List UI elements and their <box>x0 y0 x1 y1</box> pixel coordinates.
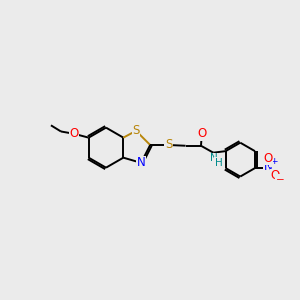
Text: N: N <box>210 153 218 163</box>
Text: O: O <box>197 127 206 140</box>
Text: H: H <box>215 158 223 168</box>
Text: O: O <box>69 127 79 140</box>
Text: −: − <box>276 175 285 184</box>
Text: N: N <box>264 160 272 173</box>
Text: S: S <box>165 139 172 152</box>
Text: N: N <box>137 156 146 169</box>
Text: S: S <box>132 124 140 137</box>
Text: O: O <box>270 169 280 182</box>
Text: O: O <box>263 152 273 165</box>
Text: +: + <box>270 158 277 166</box>
